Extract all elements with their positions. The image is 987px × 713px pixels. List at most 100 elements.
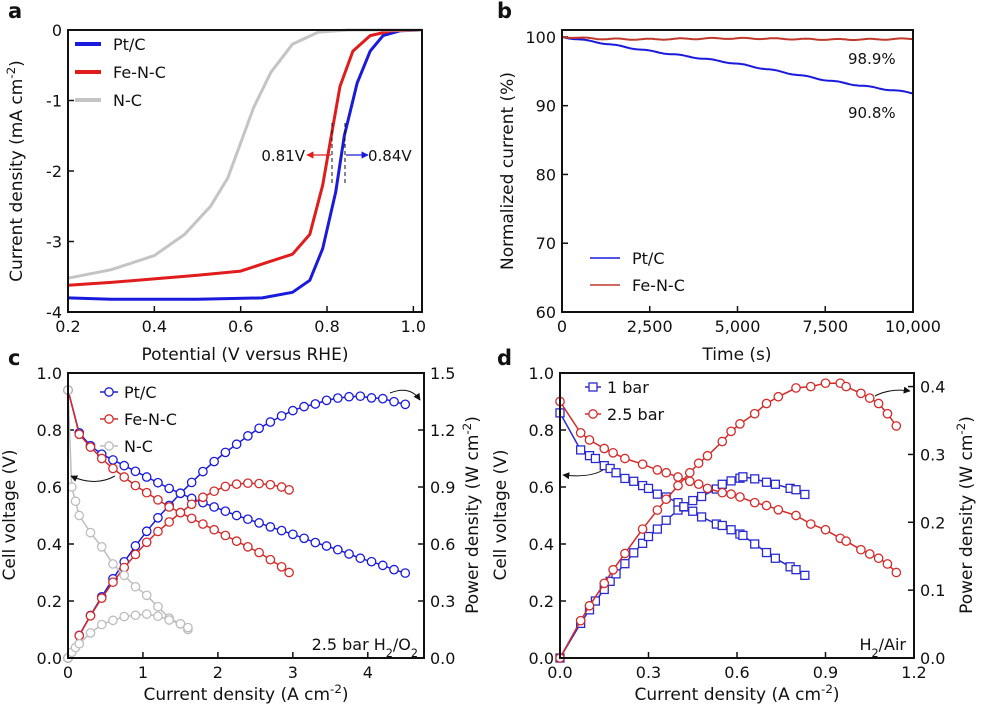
- condition-label-part: /O: [393, 635, 411, 654]
- y-tick-label: 100: [525, 28, 556, 47]
- power-point: [96, 593, 107, 604]
- power-point: [284, 484, 294, 495]
- power-point: [254, 423, 264, 434]
- series-pt-c: [67, 28, 423, 301]
- voltage-point: [590, 453, 601, 464]
- y-tick-label: 0: [52, 21, 62, 40]
- voltage-point: [820, 524, 831, 535]
- voltage-point: [735, 492, 745, 502]
- legend-marker: [104, 441, 114, 451]
- voltage-point: [186, 513, 197, 524]
- voltage-point: [620, 453, 630, 464]
- power-point: [693, 458, 704, 469]
- power-point: [599, 578, 610, 589]
- legend-item: N-C: [100, 437, 153, 456]
- power-point: [130, 610, 141, 621]
- y2-axis-title-part: ): [957, 416, 977, 423]
- voltage-point: [355, 553, 366, 564]
- voltage-point: [717, 520, 727, 531]
- power-point: [620, 559, 630, 569]
- legend-item: 1 bar: [585, 378, 649, 397]
- power-point: [355, 391, 366, 402]
- y-axis-title-part: Cell voltage (V): [0, 450, 20, 581]
- legend-item: 2.5 bar: [585, 405, 664, 424]
- panel-c: 0 1 2 3 4 0.0 0.2 0.4 0.6 0.8 1.0 0.0 0.3 0.6 0.9 1.2 1.…: [0, 364, 483, 705]
- voltage-point: [108, 559, 118, 569]
- legend: 1 bar 2.5 bar: [585, 378, 664, 424]
- legend-label: Fe-N-C: [113, 63, 166, 82]
- voltage-point: [70, 496, 81, 507]
- power-point: [153, 512, 163, 523]
- y-tick-label: -1: [46, 92, 62, 111]
- voltage-point: [750, 539, 760, 549]
- voltage-line: [559, 401, 897, 574]
- voltage-point: [576, 445, 586, 455]
- voltage-point: [74, 429, 85, 440]
- x-axis-title: Time (s): [701, 345, 771, 365]
- voltage-point: [620, 473, 630, 484]
- y-tick-label: 80: [536, 165, 556, 184]
- y2-tick-label: 0.1: [920, 581, 945, 600]
- x-tick-label: 1.2: [901, 663, 926, 682]
- x-axis-title-part: Time (s): [701, 345, 771, 365]
- power-point: [254, 478, 264, 489]
- power-point: [726, 476, 736, 486]
- power-point: [209, 486, 219, 497]
- voltage-point: [791, 565, 801, 575]
- power-point: [321, 395, 332, 406]
- y2-axis-title-part: -2: [954, 423, 968, 435]
- voltage-point: [153, 601, 163, 612]
- y-tick-label: 0.2: [529, 592, 554, 611]
- power-point: [661, 515, 671, 525]
- voltage-point: [599, 443, 610, 454]
- power-point: [310, 399, 321, 409]
- voltage-point: [243, 514, 253, 525]
- y-tick-label: 0.0: [529, 649, 554, 668]
- y-axis-title: Normalized current (%): [498, 72, 518, 270]
- power-point: [726, 426, 736, 437]
- condition-label-part: 2: [386, 647, 393, 660]
- y2-axis-title-part: Power density (W cm: [957, 435, 977, 614]
- voltage-point: [749, 497, 760, 508]
- voltage-point: [389, 564, 399, 575]
- power-point: [175, 488, 186, 499]
- power-point: [841, 381, 852, 392]
- power-point: [186, 477, 197, 488]
- power-point: [652, 524, 662, 534]
- voltage-point: [85, 527, 96, 538]
- voltage-point: [400, 568, 411, 578]
- y2-axis-title: Power density (W cm-2): [460, 416, 483, 614]
- voltage-point: [791, 510, 801, 521]
- power-point: [265, 479, 276, 490]
- voltage-point: [611, 468, 621, 478]
- series-fe-n-c: [67, 28, 423, 287]
- voltage-point: [220, 506, 231, 517]
- y2-tick-label: 0.6: [430, 535, 455, 554]
- annotation-fe: 98.9%: [848, 50, 896, 68]
- series-2-5-bar: [555, 378, 902, 663]
- condition-label-part: 2: [411, 647, 418, 660]
- condition-label-part: 2.5 bar H: [312, 635, 386, 654]
- y2-tick-label: 0.9: [430, 478, 455, 497]
- power-point: [287, 405, 298, 416]
- power-point: [770, 479, 780, 489]
- voltage-point: [652, 465, 663, 475]
- power-point: [800, 489, 810, 500]
- voltage-point: [643, 483, 654, 494]
- x-axis-title-part: ): [833, 685, 840, 705]
- x-tick-label: 1: [138, 663, 148, 682]
- x-axis-title: Current density (A cm-2): [143, 682, 348, 705]
- power-point: [130, 541, 141, 551]
- y2-tick-label: 0.2: [920, 513, 945, 532]
- voltage-point: [584, 435, 595, 445]
- power-point: [629, 548, 639, 558]
- voltage-point: [770, 553, 780, 563]
- legend: Pt/C Fe-N-C: [590, 249, 685, 295]
- power-point: [220, 481, 231, 492]
- x-tick-label: 4: [363, 663, 373, 682]
- voltage-point: [141, 472, 152, 482]
- x-tick-label: 0.6: [228, 317, 253, 336]
- legend-item: Fe-N-C: [75, 63, 166, 82]
- voltage-point: [74, 510, 85, 521]
- voltage-point: [85, 442, 96, 452]
